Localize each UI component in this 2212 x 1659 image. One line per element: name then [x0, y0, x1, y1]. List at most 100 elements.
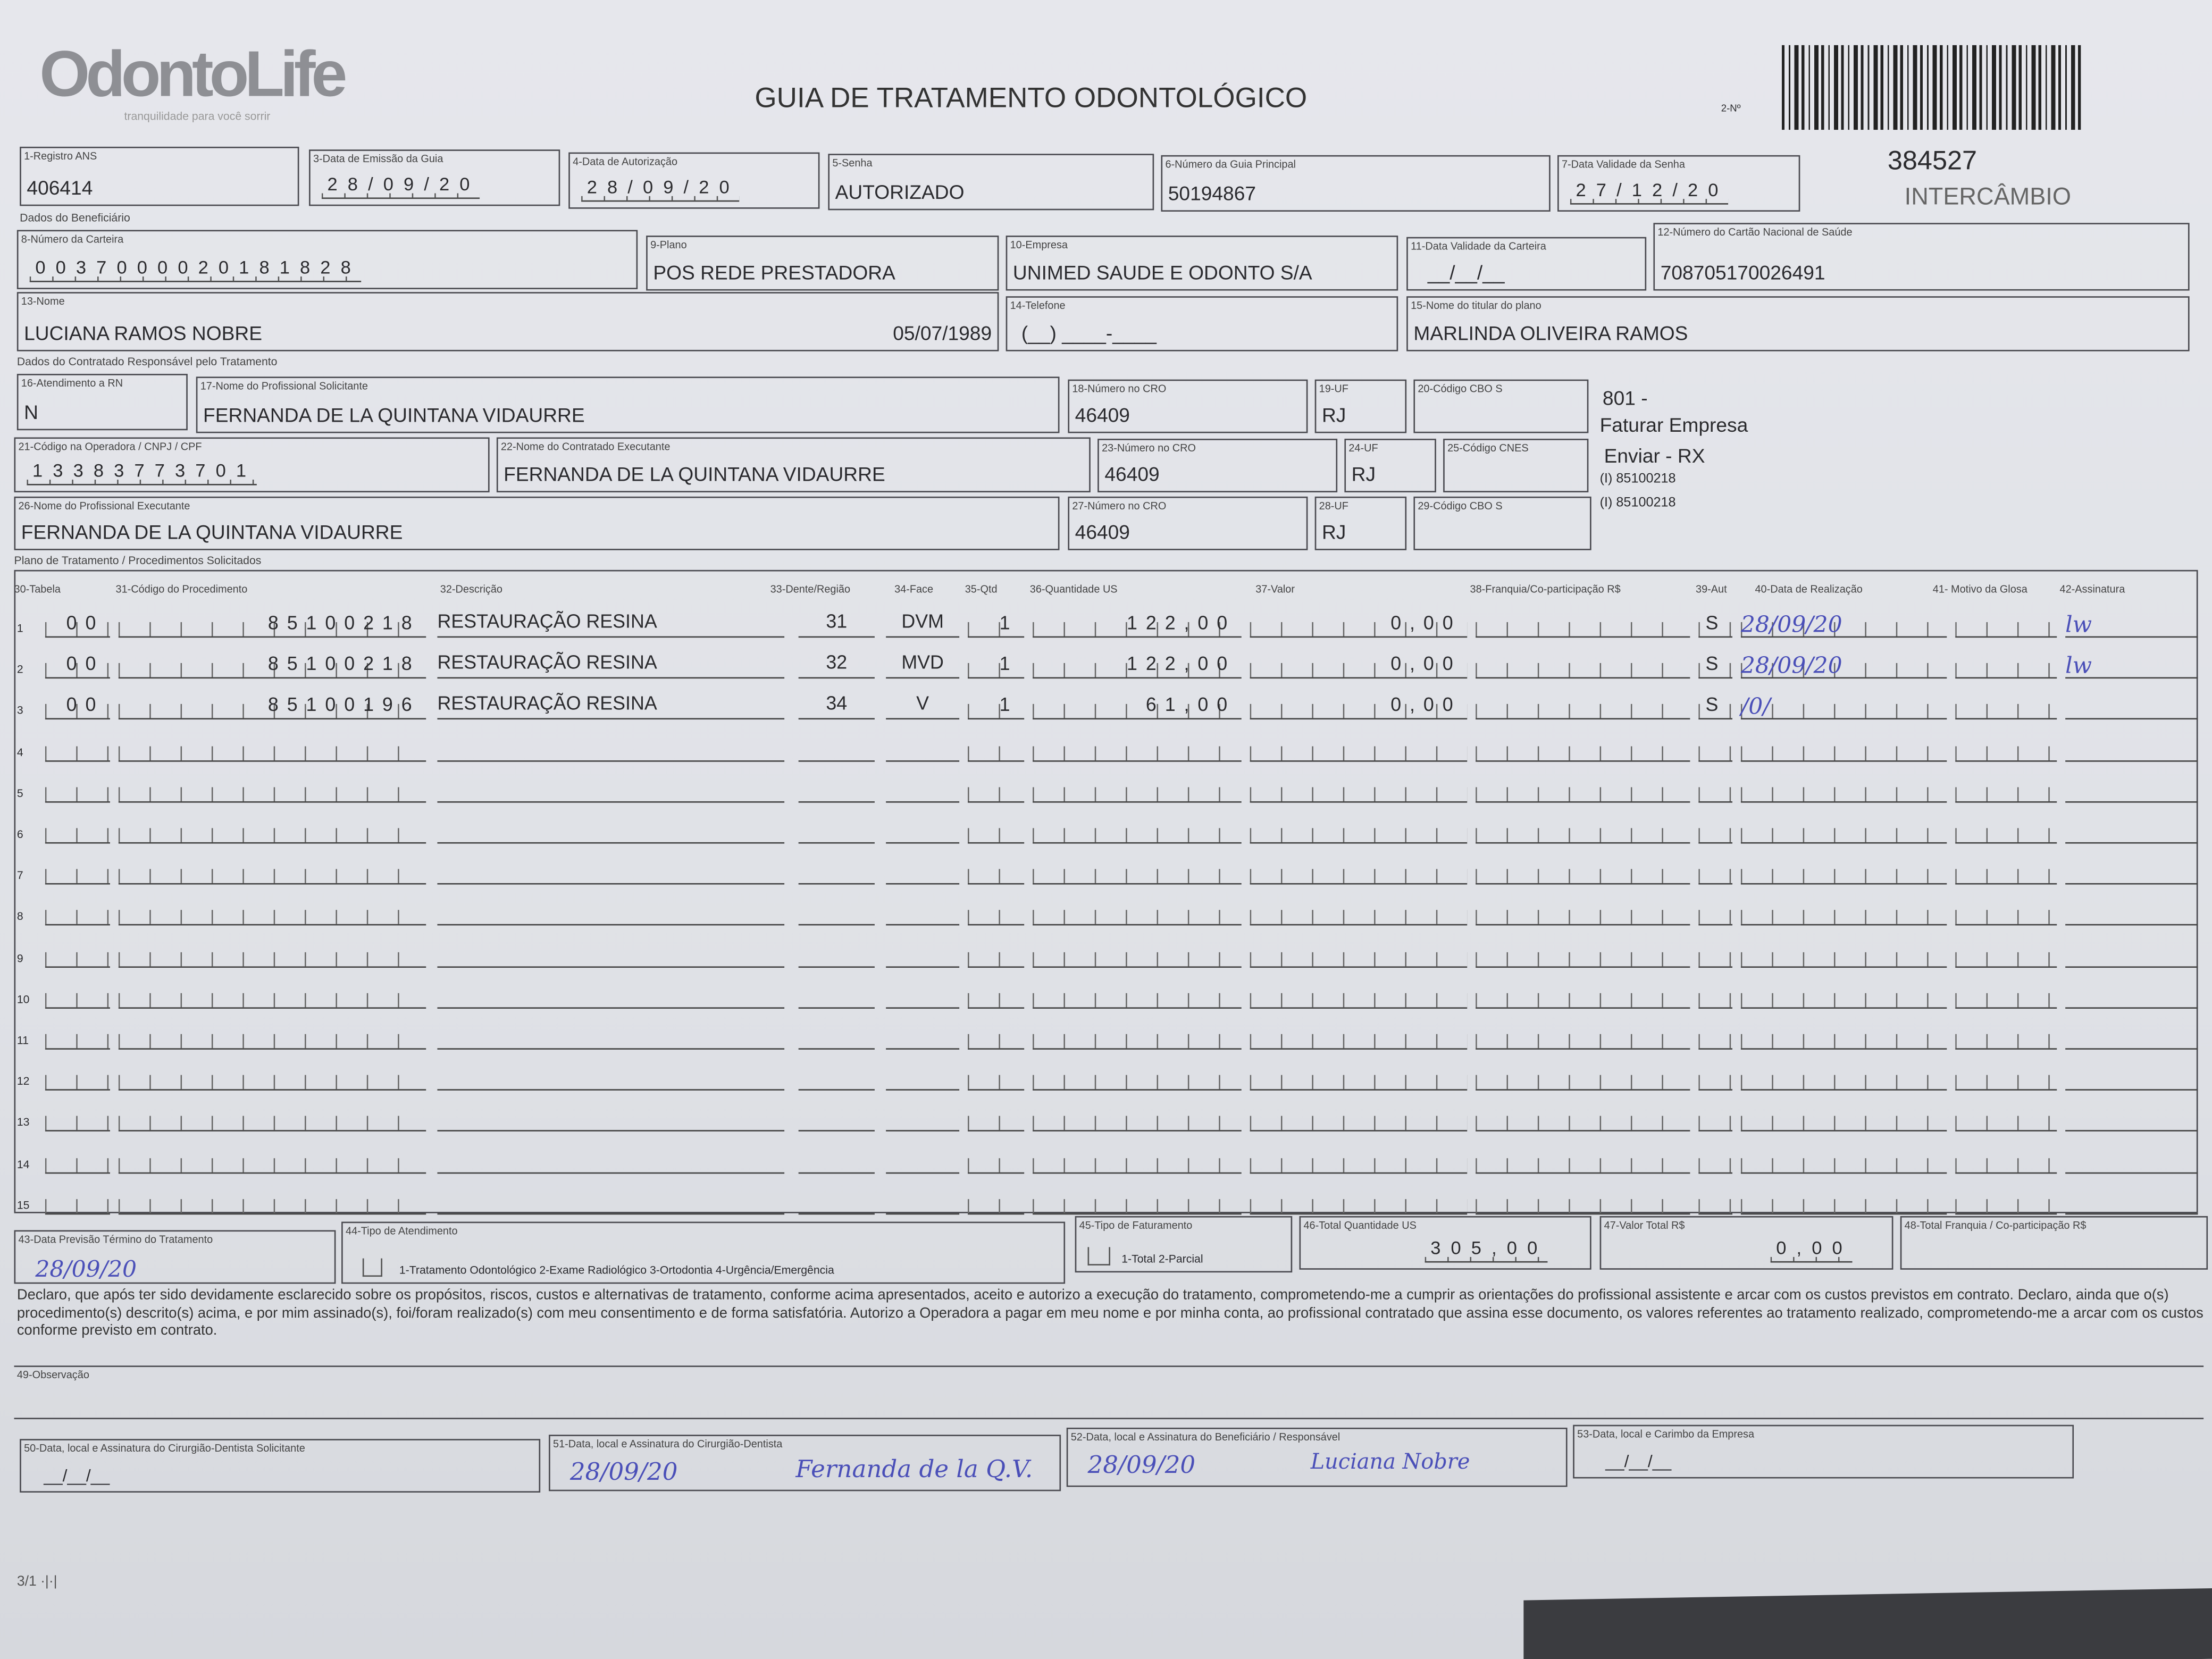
- cell-descricao[interactable]: [437, 899, 785, 926]
- field-nome[interactable]: 13-Nome LUCIANA RAMOS NOBRE 05/07/1989: [16, 292, 999, 351]
- cell-tabela[interactable]: [45, 859, 110, 885]
- cell-us[interactable]: 61,00: [1033, 694, 1242, 720]
- cell-face[interactable]: MVD: [886, 652, 960, 679]
- cell-tabela[interactable]: [45, 1147, 110, 1174]
- cell-qtd[interactable]: [968, 983, 1025, 1009]
- cell-tabela[interactable]: [45, 983, 110, 1009]
- field-data-autorizacao[interactable]: 4-Data de Autorização 28/09/20: [568, 152, 820, 209]
- cell-data[interactable]: [1740, 1105, 1947, 1132]
- field-tipo-atendimento[interactable]: 44-Tipo de Atendimento 1-Tratamento Odont…: [341, 1221, 1066, 1284]
- cell-us[interactable]: [1033, 1189, 1242, 1214]
- cell-franquia[interactable]: [1476, 1107, 1690, 1132]
- field-carimbo-empresa[interactable]: 53-Data, local e Carimbo da Empresa __/__…: [1573, 1425, 2074, 1479]
- cell-qtd[interactable]: [968, 1065, 1025, 1091]
- cell-glosa[interactable]: [1955, 983, 2057, 1009]
- cell-franquia[interactable]: [1476, 1189, 1690, 1214]
- cell-codigo[interactable]: [118, 942, 426, 967]
- cell-dente[interactable]: 32: [798, 652, 875, 679]
- cell-aut[interactable]: [1698, 1107, 1733, 1132]
- field-telefone[interactable]: 14-Telefone (__) ____-____: [1006, 296, 1398, 351]
- cell-dente[interactable]: [798, 776, 875, 803]
- field-assinatura-solicitante[interactable]: 50-Data, local e Assinatura do Cirurgião…: [20, 1439, 541, 1493]
- cell-valor[interactable]: [1250, 777, 1468, 803]
- cell-us[interactable]: [1033, 942, 1242, 967]
- cell-codigo[interactable]: [118, 777, 426, 803]
- cell-aut[interactable]: S: [1698, 694, 1733, 720]
- field-atendimento-rn[interactable]: 16-Atendimento a RN N: [16, 374, 188, 431]
- cell-glosa[interactable]: [1955, 942, 2057, 967]
- field-assinatura-dentista[interactable]: 51-Data, local e Assinatura do Cirurgião…: [549, 1435, 1061, 1492]
- cell-aut[interactable]: S: [1698, 653, 1733, 679]
- cell-valor[interactable]: [1250, 1107, 1468, 1132]
- field-cartao-nacional-saude[interactable]: 12-Número do Cartão Nacional de Saúde 708…: [1653, 223, 2190, 291]
- cell-codigo[interactable]: [118, 1147, 426, 1174]
- field-uf-solicitante[interactable]: 19-UF RJ: [1314, 379, 1407, 433]
- cell-codigo[interactable]: [118, 818, 426, 844]
- cell-assinatura[interactable]: lw: [2065, 611, 2198, 638]
- cell-franquia[interactable]: [1476, 1147, 1690, 1174]
- cell-aut[interactable]: [1698, 1024, 1733, 1050]
- cell-descricao[interactable]: [437, 734, 785, 761]
- cell-franquia[interactable]: [1476, 1024, 1690, 1050]
- cell-glosa[interactable]: [1955, 1107, 2057, 1132]
- cell-codigo[interactable]: [118, 859, 426, 885]
- cell-tabela[interactable]: [45, 818, 110, 844]
- cell-codigo[interactable]: [118, 1024, 426, 1050]
- field-total-quantidade-us[interactable]: 46-Total Quantidade US 305,00: [1299, 1216, 1591, 1270]
- cell-face[interactable]: [886, 817, 960, 844]
- cell-glosa[interactable]: [1955, 818, 2057, 844]
- cell-qtd[interactable]: [968, 1147, 1025, 1174]
- cell-dente[interactable]: [798, 982, 875, 1009]
- cell-aut[interactable]: [1698, 1189, 1733, 1214]
- cell-franquia[interactable]: [1476, 694, 1690, 720]
- cell-franquia[interactable]: [1476, 983, 1690, 1009]
- cell-assinatura[interactable]: [2065, 982, 2198, 1009]
- cell-qtd[interactable]: [968, 942, 1025, 967]
- cell-face[interactable]: DVM: [886, 611, 960, 638]
- cell-us[interactable]: [1033, 983, 1242, 1009]
- cell-descricao[interactable]: [437, 858, 785, 885]
- cell-descricao[interactable]: [437, 1146, 785, 1174]
- cell-assinatura[interactable]: [2065, 1064, 2198, 1091]
- cell-codigo[interactable]: [118, 983, 426, 1009]
- cell-aut[interactable]: [1698, 735, 1733, 761]
- cell-tabela[interactable]: [45, 1189, 110, 1214]
- field-profissional-solicitante[interactable]: 17-Nome do Profissional Solicitante FERNA…: [196, 376, 1060, 433]
- field-valor-total[interactable]: 47-Valor Total R$ 0,00: [1599, 1216, 1893, 1270]
- cell-face[interactable]: [886, 941, 960, 967]
- field-assinatura-beneficiario[interactable]: 52-Data, local e Assinatura do Beneficiá…: [1066, 1427, 1568, 1487]
- field-cro-solicitante[interactable]: 18-Número no CRO 46409: [1068, 379, 1308, 433]
- cell-glosa[interactable]: [1955, 612, 2057, 638]
- cell-glosa[interactable]: [1955, 1065, 2057, 1091]
- cell-data[interactable]: [1740, 1023, 1947, 1050]
- cell-us[interactable]: [1033, 1024, 1242, 1050]
- field-codigo-operadora[interactable]: 21-Código na Operadora / CNPJ / CPF 13383…: [14, 437, 490, 492]
- cell-qtd[interactable]: [968, 818, 1025, 844]
- cell-qtd[interactable]: [968, 777, 1025, 803]
- cell-descricao[interactable]: [437, 1064, 785, 1091]
- field-numero-carteira[interactable]: 8-Número da Carteira 0037000020181828: [16, 230, 638, 289]
- cell-qtd[interactable]: 1: [968, 612, 1025, 638]
- field-data-emissao[interactable]: 3-Data de Emissão da Guia 28/09/20: [309, 149, 560, 206]
- cell-assinatura[interactable]: [2065, 899, 2198, 926]
- cell-codigo[interactable]: [118, 735, 426, 761]
- cell-qtd[interactable]: [968, 900, 1025, 926]
- cell-assinatura[interactable]: [2065, 693, 2198, 720]
- cell-assinatura[interactable]: [2065, 941, 2198, 967]
- cell-descricao[interactable]: [437, 941, 785, 967]
- field-plano[interactable]: 9-Plano POS REDE PRESTADORA: [646, 236, 999, 291]
- cell-franquia[interactable]: [1476, 777, 1690, 803]
- cell-franquia[interactable]: [1476, 612, 1690, 638]
- cell-tabela[interactable]: 00: [45, 612, 110, 638]
- cell-descricao[interactable]: [437, 1105, 785, 1132]
- cell-glosa[interactable]: [1955, 1189, 2057, 1214]
- cell-tabela[interactable]: [45, 1107, 110, 1132]
- cell-glosa[interactable]: [1955, 900, 2057, 926]
- field-titular-plano[interactable]: 15-Nome do titular do plano MARLINDA OLIV…: [1406, 296, 2190, 351]
- field-cnes[interactable]: 25-Código CNES: [1443, 439, 1589, 492]
- field-senha[interactable]: 5-Senha AUTORIZADO: [828, 154, 1154, 211]
- cell-codigo[interactable]: 85100218: [118, 612, 426, 638]
- cell-assinatura[interactable]: [2065, 1105, 2198, 1132]
- cell-tabela[interactable]: [45, 942, 110, 967]
- cell-face[interactable]: [886, 776, 960, 803]
